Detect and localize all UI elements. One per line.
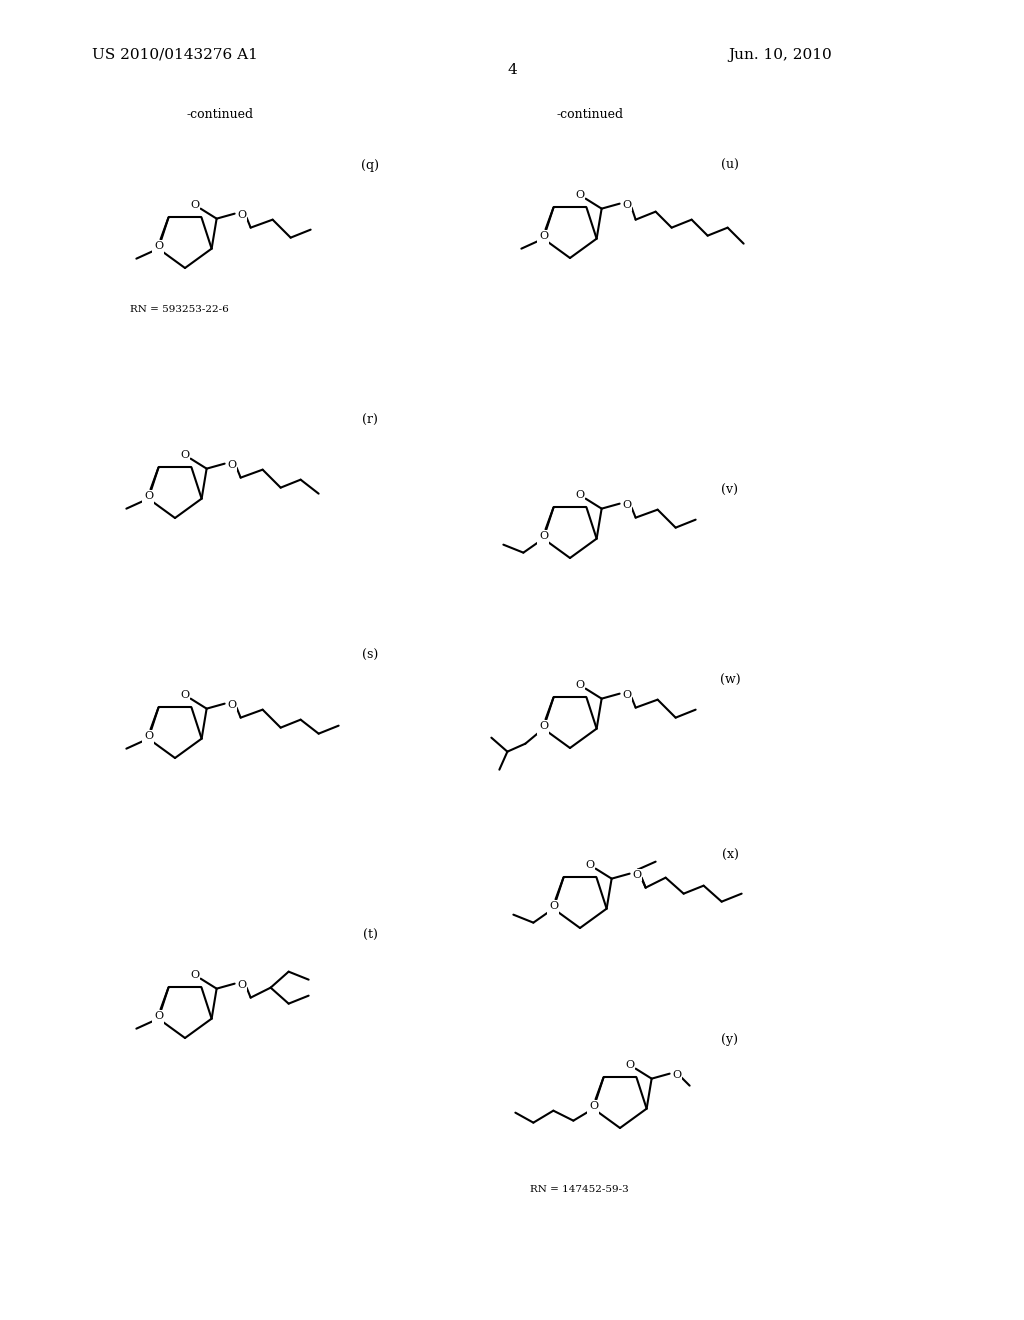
Text: -continued: -continued [186,108,254,121]
Text: O: O [622,199,631,210]
Text: RN = 593253-22-6: RN = 593253-22-6 [130,305,228,314]
Text: N: N [539,723,548,734]
Text: 4: 4 [507,63,517,77]
Text: O: O [180,450,189,459]
Text: O: O [672,1069,681,1080]
Text: O: O [622,689,631,700]
Text: O: O [238,210,246,219]
Text: O: O [154,242,163,251]
Text: O: O [585,859,594,870]
Text: (q): (q) [361,158,379,172]
Text: N: N [143,494,154,504]
Text: O: O [144,731,154,742]
Text: O: O [625,1060,634,1069]
Text: O: O [144,491,154,502]
Text: O: O [190,970,200,979]
Text: (u): (u) [721,158,739,172]
Text: (y): (y) [722,1034,738,1047]
Text: O: O [539,532,548,541]
Text: (w): (w) [720,673,740,686]
Text: O: O [575,680,585,689]
Text: N: N [539,533,548,544]
Text: O: O [190,199,200,210]
Text: (r): (r) [362,413,378,426]
Text: Jun. 10, 2010: Jun. 10, 2010 [728,48,831,62]
Text: O: O [575,490,585,500]
Text: RN = 147452-59-3: RN = 147452-59-3 [530,1185,629,1195]
Text: O: O [227,459,237,470]
Text: O: O [154,1011,163,1022]
Text: US 2010/0143276 A1: US 2010/0143276 A1 [92,48,258,62]
Text: O: O [549,902,558,911]
Text: O: O [622,500,631,510]
Text: O: O [238,979,246,990]
Text: O: O [180,689,189,700]
Text: N: N [154,244,163,253]
Text: N: N [549,904,558,913]
Text: (t): (t) [362,928,378,941]
Text: (x): (x) [722,849,738,862]
Text: O: O [632,870,641,879]
Text: -continued: -continued [556,108,624,121]
Text: N: N [143,734,154,743]
Text: N: N [154,1014,163,1023]
Text: N: N [589,1104,598,1114]
Text: (s): (s) [361,648,378,661]
Text: N: N [539,234,548,244]
Text: (v): (v) [722,483,738,496]
Text: O: O [539,721,548,731]
Text: O: O [589,1101,598,1111]
Text: O: O [575,190,585,199]
Text: O: O [539,231,548,242]
Text: O: O [227,700,237,710]
